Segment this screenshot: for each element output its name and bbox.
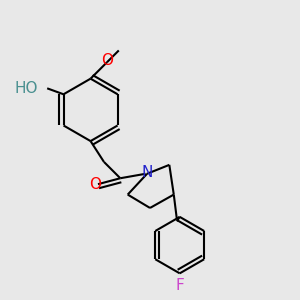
Text: N: N bbox=[141, 165, 153, 180]
Text: O: O bbox=[101, 53, 113, 68]
Text: F: F bbox=[175, 278, 184, 293]
Text: HO: HO bbox=[15, 81, 38, 96]
Text: O: O bbox=[89, 177, 101, 192]
